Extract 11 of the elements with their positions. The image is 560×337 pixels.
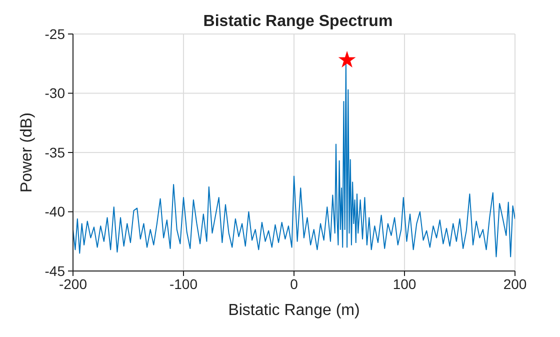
y-tick-label: -35 (44, 144, 66, 160)
y-tick-label: -40 (44, 204, 66, 220)
x-axis-title: Bistatic Range (m) (228, 302, 360, 319)
x-tick-label: 0 (290, 276, 298, 292)
y-tick-label: -25 (44, 26, 66, 42)
x-tick-label: -100 (169, 276, 198, 292)
x-tick-label: 100 (392, 276, 416, 292)
chart-title: Bistatic Range Spectrum (203, 13, 393, 30)
x-tick-label: 200 (503, 276, 527, 292)
y-axis-title: Power (dB) (18, 112, 36, 193)
y-tick-label: -30 (44, 85, 66, 102)
